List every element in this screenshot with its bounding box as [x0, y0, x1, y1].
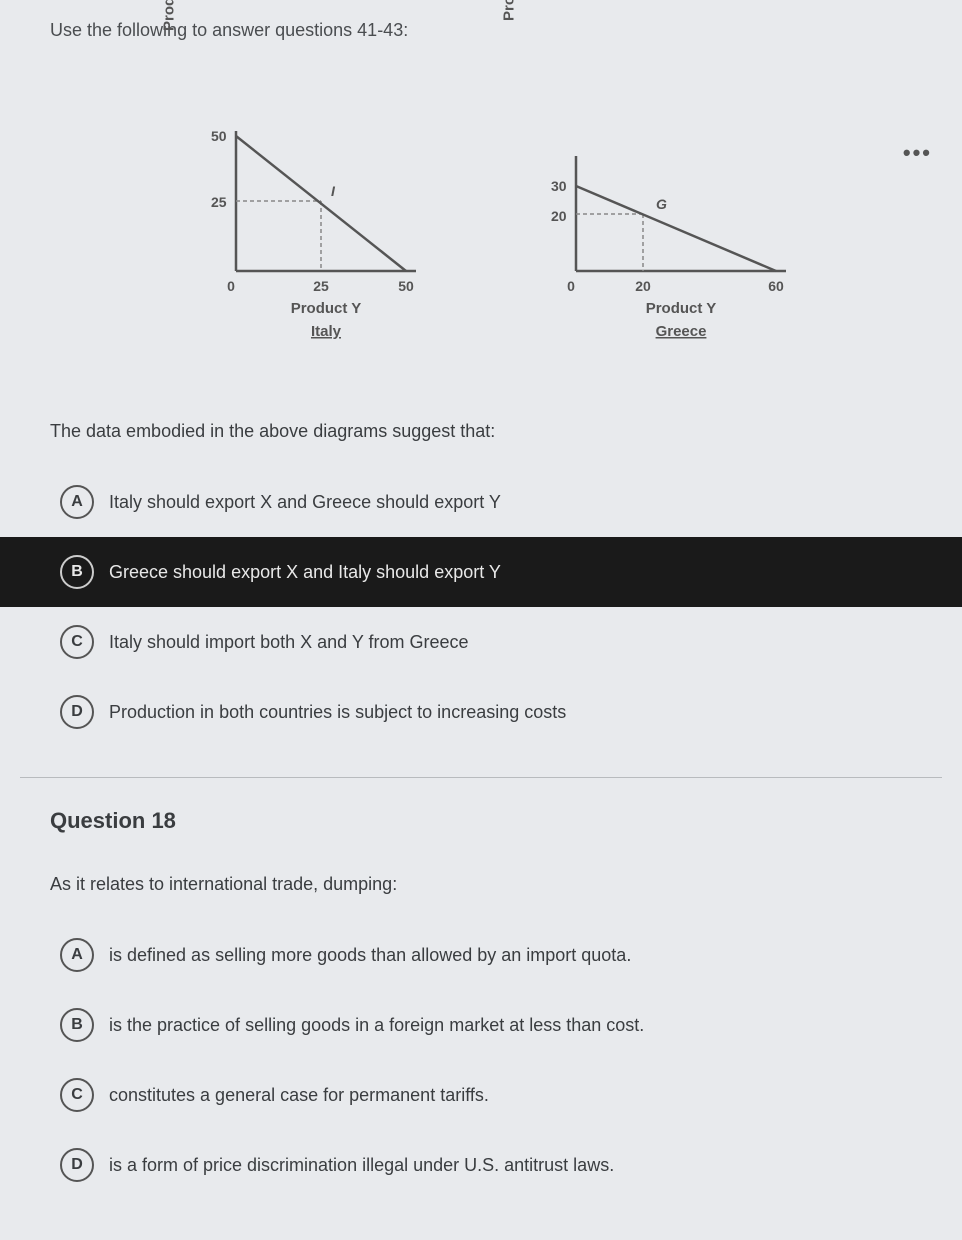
italy-xtick-50: 50 — [398, 278, 414, 294]
q17-choice-B[interactable]: B Greece should export X and Italy should… — [0, 537, 962, 607]
q18-prompt: As it relates to international trade, du… — [50, 874, 942, 895]
question-group-intro: Use the following to answer questions 41… — [50, 20, 942, 41]
q18-choice-C[interactable]: Cconstitutes a general case for permanen… — [50, 1060, 942, 1130]
italy-chart: Product X 50 25 I 0 25 50 Product Y Ital… — [181, 101, 441, 371]
greece-chart: Product X 30 20 G 0 20 60 Product Y Gree… — [521, 101, 811, 371]
question-divider — [20, 777, 942, 778]
italy-y-axis-label: Product X — [161, 0, 178, 31]
greece-x-axis-label: Product Y — [646, 300, 717, 317]
q18-choice-B-letter: B — [60, 1008, 94, 1042]
q17-choice-B-text: Greece should export X and Italy should … — [109, 562, 501, 583]
q18-choice-D[interactable]: Dis a form of price discrimination illeg… — [50, 1130, 942, 1200]
q18-choice-B-text: is the practice of selling goods in a fo… — [109, 1015, 644, 1036]
greece-line-label: G — [656, 196, 667, 212]
q17-choice-D-letter: D — [60, 695, 94, 729]
italy-line-label: I — [331, 183, 336, 199]
q17-choice-C-letter: C — [60, 625, 94, 659]
italy-x-axis-label: Product Y — [291, 300, 362, 317]
q18-choice-D-text: is a form of price discrimination illega… — [109, 1155, 614, 1176]
q18-choice-A-letter: A — [60, 938, 94, 972]
q17-choice-B-letter: B — [60, 555, 94, 589]
q18-choice-B[interactable]: Bis the practice of selling goods in a f… — [50, 990, 942, 1060]
greece-xtick-60: 60 — [768, 278, 784, 294]
q17-choice-D-text: Production in both countries is subject … — [109, 702, 566, 723]
q18-choice-A-text: is defined as selling more goods than al… — [109, 945, 631, 966]
q18-choice-C-text: constitutes a general case for permanent… — [109, 1085, 489, 1106]
charts-container: Product X 50 25 I 0 25 50 Product Y Ital… — [50, 101, 942, 371]
q17-choice-D[interactable]: D Production in both countries is subject… — [50, 677, 942, 747]
q18-choices: Ais defined as selling more goods than a… — [50, 920, 942, 1200]
q18-choice-D-letter: D — [60, 1148, 94, 1182]
greece-y-axis-label: Product X — [501, 0, 518, 21]
q17-choice-C[interactable]: C Italy should import both X and Y from G… — [50, 607, 942, 677]
greece-xtick-0: 0 — [567, 278, 575, 294]
italy-ytick-25: 25 — [211, 194, 227, 210]
q18-choice-A[interactable]: Ais defined as selling more goods than a… — [50, 920, 942, 990]
q17-choice-C-text: Italy should import both X and Y from Gr… — [109, 632, 469, 653]
q18-title: Question 18 — [50, 808, 942, 834]
q17-choice-A[interactable]: A Italy should export X and Greece should… — [50, 467, 942, 537]
q17-choices: A Italy should export X and Greece should… — [50, 467, 942, 747]
q17-choice-A-letter: A — [60, 485, 94, 519]
italy-country-label: Italy — [311, 323, 342, 340]
italy-ytick-50: 50 — [211, 128, 227, 144]
greece-country-label: Greece — [656, 323, 707, 340]
italy-xtick-25: 25 — [313, 278, 329, 294]
greece-xtick-20: 20 — [635, 278, 651, 294]
italy-xtick-0: 0 — [227, 278, 235, 294]
greece-ytick-30: 30 — [551, 178, 567, 194]
q17-choice-A-text: Italy should export X and Greece should … — [109, 492, 501, 513]
greece-ytick-20: 20 — [551, 208, 567, 224]
q17-prompt: The data embodied in the above diagrams … — [50, 421, 942, 442]
quiz-page: ••• Use the following to answer question… — [0, 0, 962, 1240]
q18-choice-C-letter: C — [60, 1078, 94, 1112]
